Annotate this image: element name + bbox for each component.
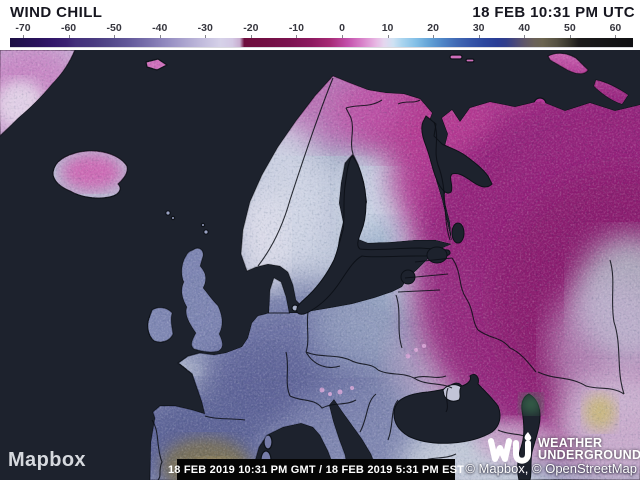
scale-tick-mark bbox=[478, 35, 480, 40]
header-bar: WIND CHILL 18 FEB 10:31 PM UTC -70 -60 -50… bbox=[0, 0, 640, 50]
scale-tick-label: 20 bbox=[427, 22, 439, 34]
scale-tick-label: 60 bbox=[609, 22, 622, 34]
scale-tick-label: -20 bbox=[243, 22, 259, 34]
scale-tick-label: -10 bbox=[288, 22, 304, 34]
scale-tick-label: 40 bbox=[518, 22, 531, 34]
scale-tick-mark bbox=[68, 35, 70, 40]
caspian-north-green bbox=[520, 394, 542, 414]
scale-tick-mark bbox=[205, 35, 207, 40]
scale-tick-mark bbox=[341, 35, 343, 40]
scale-tick-mark bbox=[569, 35, 571, 40]
scale-tick-label: 10 bbox=[381, 22, 394, 34]
wu-line2: UNDERGROUND bbox=[538, 448, 640, 462]
wu-text: WEATHER UNDERGROUND bbox=[538, 436, 640, 462]
wu-flame-logo-icon bbox=[488, 432, 532, 464]
wu-line1: WEATHER bbox=[538, 436, 603, 450]
scale-tick-mark bbox=[433, 35, 435, 40]
scale-tick-mark bbox=[159, 35, 161, 40]
scale-tick-label: 30 bbox=[472, 22, 485, 34]
scale-tick-label: -70 bbox=[15, 22, 31, 34]
timestamp-utc: 18 FEB 10:31 PM UTC bbox=[472, 4, 635, 21]
scale-tick-mark bbox=[23, 35, 24, 40]
wind-chill-color-scale bbox=[10, 38, 633, 48]
timestamp-bar: 18 FEB 2019 10:31 PM GMT / 18 FEB 2019 5… bbox=[168, 459, 464, 480]
scale-ticks: -70 -60 -50 -40 -30 -20 -10 0 10 20 30 40 50 60 bbox=[0, 22, 640, 40]
map-attribution[interactable]: © Mapbox, © OpenStreetMap bbox=[465, 461, 637, 476]
wind-chill-map[interactable] bbox=[0, 49, 640, 480]
scale-tick-mark bbox=[250, 35, 252, 40]
mapbox-wordmark[interactable]: Mapbox bbox=[8, 449, 86, 471]
white-sea bbox=[421, 115, 493, 194]
scale-tick-label: -60 bbox=[60, 22, 77, 34]
scale-tick-label: 50 bbox=[563, 22, 576, 34]
scale-tick-mark bbox=[296, 35, 298, 40]
baltic-sea bbox=[296, 155, 451, 315]
scale-tick-mark bbox=[114, 35, 116, 40]
scale-tick-mark bbox=[615, 35, 617, 40]
lake-onega bbox=[451, 222, 465, 244]
page-title: WIND CHILL bbox=[10, 4, 103, 21]
weather-underground-brand: WEATHER UNDERGROUND bbox=[487, 431, 640, 467]
scale-tick-mark bbox=[524, 35, 526, 40]
scale-tick-mark bbox=[387, 35, 389, 40]
scale-tick-label: -50 bbox=[106, 22, 122, 34]
scale-tick-label: -40 bbox=[152, 22, 168, 34]
country-borders bbox=[151, 77, 625, 480]
scale-tick-label: -30 bbox=[197, 22, 213, 34]
scale-tick-label: 0 bbox=[339, 22, 345, 34]
